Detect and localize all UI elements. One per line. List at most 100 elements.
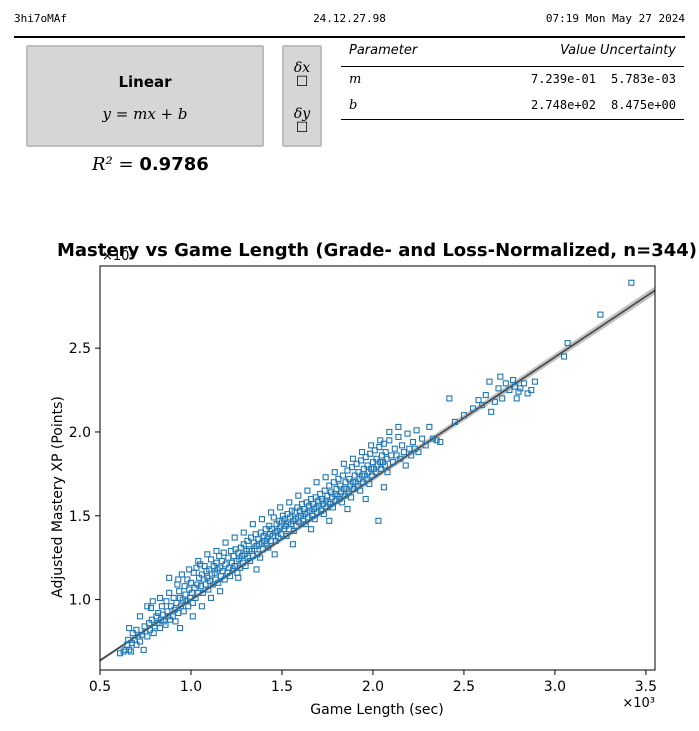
x-uncertainty-checkbox[interactable]: ☐	[295, 74, 309, 90]
x-tick-label: 1.5	[271, 679, 293, 695]
data-point	[469, 405, 477, 412]
data-point	[221, 576, 228, 583]
x-uncertainty-toggle[interactable]: δx ☐	[284, 61, 320, 89]
y-uncertainty-label: δy	[293, 106, 311, 122]
r-squared-value: 0.9786	[139, 154, 209, 175]
data-point	[369, 459, 377, 466]
data-point	[389, 459, 397, 466]
y-axis-multiplier: ×10³	[102, 249, 135, 264]
data-point	[172, 618, 179, 625]
data-point	[362, 454, 369, 461]
data-point	[171, 606, 178, 613]
data-point	[305, 514, 312, 521]
data-point	[249, 521, 256, 528]
data-point	[195, 557, 202, 565]
data-point	[495, 385, 502, 392]
data-point	[397, 455, 404, 462]
data-point	[502, 380, 509, 387]
table-row: b 2.748e+02 8.475e+00	[341, 93, 684, 119]
data-point	[344, 506, 351, 513]
data-point	[362, 495, 369, 503]
data-point	[199, 589, 206, 596]
data-point	[386, 428, 393, 436]
data-point	[218, 557, 225, 565]
data-point	[116, 650, 124, 657]
data-point	[186, 566, 193, 573]
data-point	[409, 438, 417, 446]
data-point	[263, 541, 270, 548]
data-point	[497, 373, 504, 380]
data-point	[395, 433, 402, 441]
data-point	[341, 492, 348, 499]
data-point	[217, 588, 224, 595]
model-equation: y = mx + b	[102, 105, 188, 123]
data-point	[335, 475, 342, 482]
r-squared-readout: R² = 0.9786	[92, 154, 209, 175]
data-point	[386, 437, 393, 444]
x-tick-label: 2.0	[362, 679, 384, 695]
r-squared-symbol: R² =	[92, 154, 134, 175]
data-point	[240, 541, 247, 548]
data-point	[361, 472, 368, 479]
data-point	[136, 638, 144, 645]
data-point	[346, 475, 353, 482]
data-point	[241, 551, 248, 558]
y-uncertainty-toggle[interactable]: δy ☐	[284, 107, 320, 135]
data-point	[267, 509, 275, 516]
param-value: 7.239e-01	[530, 72, 596, 86]
data-point	[205, 586, 212, 593]
parameter-table: Parameter Value Uncertainty m 7.239e-01 …	[341, 40, 684, 120]
data-point	[158, 603, 165, 610]
data-point	[122, 646, 129, 653]
header-center-id: 24.12.27.98	[313, 12, 386, 25]
data-point	[244, 537, 251, 544]
data-point	[148, 616, 155, 623]
data-point	[277, 504, 284, 511]
data-point	[180, 608, 187, 615]
data-point	[222, 539, 229, 546]
data-point	[560, 353, 568, 360]
col-header-uncertainty: Uncertainty	[600, 43, 676, 58]
x-tick-label: 2.5	[453, 679, 475, 695]
data-point	[283, 532, 290, 539]
table-row: m 7.239e-01 5.783e-03	[341, 67, 684, 93]
model-select-button[interactable]: Linear y = mx + b	[26, 45, 264, 147]
data-point	[187, 579, 195, 586]
data-point	[373, 455, 380, 462]
data-point	[358, 449, 366, 456]
data-point	[564, 340, 571, 347]
data-point	[486, 378, 493, 385]
data-point	[475, 397, 482, 404]
data-point	[286, 499, 293, 506]
data-point	[302, 521, 309, 528]
data-point	[384, 469, 391, 476]
data-point	[220, 549, 227, 556]
data-point	[531, 378, 538, 385]
data-point	[358, 457, 365, 464]
data-point	[411, 445, 418, 452]
data-point	[125, 636, 132, 643]
data-point	[311, 516, 318, 523]
data-point	[400, 449, 407, 456]
data-point	[133, 641, 140, 648]
data-point	[318, 495, 326, 503]
data-point	[404, 430, 411, 437]
data-point	[380, 484, 387, 491]
data-point	[280, 526, 287, 533]
data-point	[506, 386, 513, 394]
data-point	[184, 576, 191, 583]
data-point	[326, 517, 333, 524]
data-point	[446, 395, 453, 402]
data-point	[181, 583, 188, 590]
x-tick-label: 1.0	[180, 679, 202, 695]
data-point	[402, 462, 409, 469]
header-timestamp: 07:19 Mon May 27 2024	[545, 12, 685, 25]
data-point	[325, 499, 332, 506]
data-point	[149, 598, 156, 605]
y-uncertainty-checkbox[interactable]: ☐	[295, 120, 309, 136]
data-point	[360, 465, 367, 472]
data-point	[524, 390, 531, 397]
data-point	[322, 474, 329, 481]
data-point	[339, 472, 346, 479]
data-point	[433, 437, 440, 444]
